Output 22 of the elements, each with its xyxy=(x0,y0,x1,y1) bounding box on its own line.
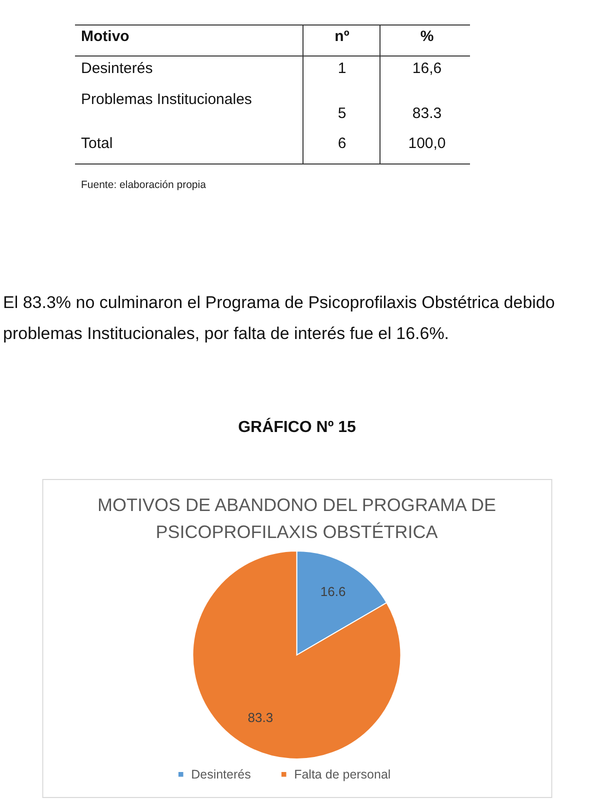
text: % xyxy=(420,28,434,45)
text: 83.3 xyxy=(412,105,442,122)
text: 1 xyxy=(338,60,346,77)
text: Desinterés xyxy=(81,60,153,77)
data-label: 83.3 xyxy=(248,710,274,726)
text: El 83.3% no culminaron el Programa de Psicoprofilaxis Obstétrica debido xyxy=(3,293,555,312)
text: nº xyxy=(334,28,350,45)
legend-label: Falta de personal xyxy=(294,767,391,782)
source-note: Fuente: elaboración propia xyxy=(81,179,206,191)
pie-slice xyxy=(192,550,402,760)
text: 5 xyxy=(338,105,346,122)
text: Problemas Institucionales xyxy=(81,91,252,108)
text: problemas Institucionales, por falta de interés fue el 16.6%. xyxy=(3,324,450,343)
data-label: 16.6 xyxy=(320,584,346,599)
text: Motivo xyxy=(81,28,130,45)
text: GRÁFICO Nº 15 xyxy=(238,417,356,436)
text: 6 xyxy=(338,135,346,152)
text: Total xyxy=(81,135,113,152)
text: 100,0 xyxy=(408,135,446,152)
legend-label: Desinterés xyxy=(191,767,251,782)
chart-title: MOTIVOS DE ABANDONO DEL PROGRAMA DE PSICOPROFILAXIS OBSTÉTRICA xyxy=(98,495,496,542)
text: 16,6 xyxy=(412,60,442,77)
